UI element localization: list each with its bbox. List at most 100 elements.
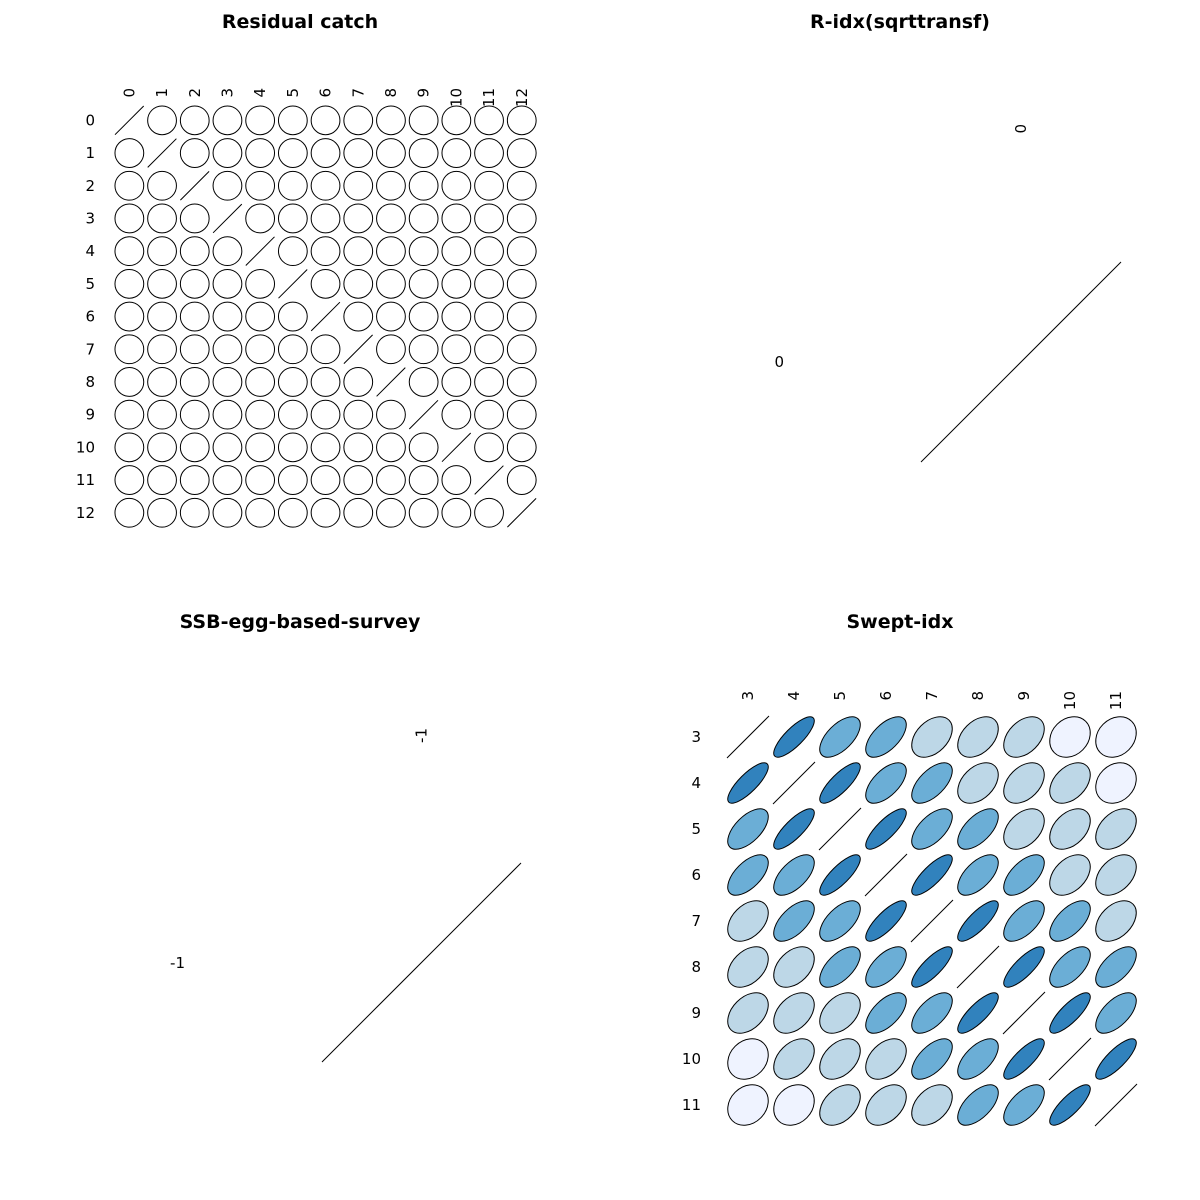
correlation-ellipse: [376, 170, 406, 201]
diagonal-line: [1002, 991, 1046, 1035]
correlation-ellipse: [179, 367, 210, 397]
column-label: 7: [349, 88, 367, 98]
correlation-ellipse: [114, 236, 145, 267]
column-label: -1: [413, 728, 431, 743]
column-label: 5: [284, 88, 302, 98]
correlation-ellipse: [957, 854, 999, 896]
correlation-ellipse: [441, 138, 472, 168]
correlation-ellipse: [212, 334, 243, 365]
correlation-ellipse: [957, 808, 999, 850]
correlation-ellipse: [1003, 854, 1045, 896]
column-label: 3: [739, 691, 757, 701]
correlation-ellipse: [147, 432, 177, 463]
row-label: 3: [85, 209, 95, 227]
correlation-ellipse: [865, 762, 907, 804]
correlation-ellipse: [506, 399, 537, 430]
correlation-ellipse: [179, 497, 210, 528]
correlation-ellipse: [245, 399, 276, 430]
correlation-ellipse: [310, 105, 341, 136]
correlation-ellipse: [408, 432, 439, 463]
correlation-ellipse: [1049, 808, 1091, 850]
correlation-ellipse: [114, 170, 145, 201]
correlation-ellipse: [911, 946, 953, 988]
correlation-ellipse: [376, 465, 406, 495]
correlation-ellipse: [957, 716, 999, 758]
correlation-ellipse: [957, 992, 999, 1034]
correlation-ellipse: [179, 138, 210, 168]
diagonal-line: [441, 432, 472, 463]
row-label: 8: [691, 958, 701, 976]
correlation-ellipse: [114, 301, 145, 332]
correlation-ellipse: [343, 170, 374, 201]
correlation-ellipse: [773, 716, 815, 758]
correlation-ellipse: [277, 399, 308, 430]
column-label: 9: [1015, 691, 1033, 701]
row-label: 8: [85, 373, 95, 391]
correlation-ellipse: [408, 268, 439, 299]
correlation-ellipse: [245, 268, 276, 299]
diagonal-line: [1048, 1037, 1092, 1081]
correlation-ellipse: [474, 301, 504, 332]
correlation-ellipse: [245, 465, 276, 495]
correlation-ellipse: [1003, 1084, 1045, 1126]
correlation-ellipse: [865, 1084, 907, 1126]
correlation-ellipse: [773, 808, 815, 850]
correlation-ellipse: [212, 170, 243, 201]
correlation-ellipse: [343, 203, 374, 234]
correlation-ellipse: [179, 334, 210, 365]
correlation-ellipse: [408, 497, 439, 528]
column-label: 9: [415, 88, 433, 98]
correlation-ellipse: [245, 203, 276, 234]
correlation-ellipse: [310, 399, 341, 430]
diagonal-line: [343, 334, 373, 364]
correlation-ellipse: [819, 992, 861, 1034]
correlation-ellipse: [773, 854, 815, 896]
correlation-ellipse: [911, 808, 953, 850]
row-label: -1: [170, 954, 185, 972]
correlation-ellipse: [310, 236, 341, 267]
correlation-ellipse: [506, 301, 537, 332]
correlation-ellipse: [727, 946, 769, 988]
diagonal-line: [245, 236, 275, 266]
correlation-ellipse: [179, 399, 210, 430]
correlation-ellipse: [1049, 992, 1091, 1034]
correlation-ellipse: [1003, 900, 1045, 942]
correlation-ellipse: [343, 105, 374, 136]
correlation-ellipse: [1095, 808, 1137, 850]
correlation-ellipse: [245, 497, 276, 528]
diagonal-line: [726, 715, 770, 759]
column-label: 2: [186, 88, 204, 98]
row-label: 10: [76, 438, 95, 456]
correlation-ellipse: [179, 432, 210, 463]
correlation-ellipse: [343, 432, 374, 463]
correlation-ellipse: [773, 946, 815, 988]
correlation-ellipse: [506, 105, 537, 136]
correlation-ellipse: [1095, 946, 1137, 988]
correlation-ellipse: [773, 992, 815, 1034]
correlation-ellipse: [506, 203, 537, 234]
row-label: 1: [85, 144, 95, 162]
correlation-ellipse: [147, 367, 177, 397]
column-label: 0: [120, 88, 138, 98]
correlation-ellipse: [147, 399, 177, 430]
correlation-ellipse: [310, 432, 341, 463]
correlation-ellipse: [310, 367, 341, 397]
correlation-ellipse: [277, 203, 308, 234]
correlation-ellipse: [1095, 1038, 1137, 1080]
correlation-ellipse: [376, 334, 406, 365]
correlation-ellipse: [376, 497, 406, 528]
correlation-ellipse: [212, 399, 243, 430]
correlation-ellipse: [727, 992, 769, 1034]
correlation-ellipse: [506, 432, 537, 463]
correlation-ellipse: [773, 900, 815, 942]
correlation-ellipse: [277, 334, 308, 365]
correlation-ellipse: [245, 105, 276, 136]
correlation-ellipse: [343, 301, 374, 332]
correlation-ellipse: [1003, 716, 1045, 758]
correlation-ellipse: [245, 138, 276, 168]
correlation-ellipse: [441, 465, 472, 495]
column-label: 7: [923, 691, 941, 701]
correlation-ellipse: [474, 268, 504, 299]
correlation-ellipse: [179, 236, 210, 267]
diagonal-line: [321, 862, 522, 1063]
